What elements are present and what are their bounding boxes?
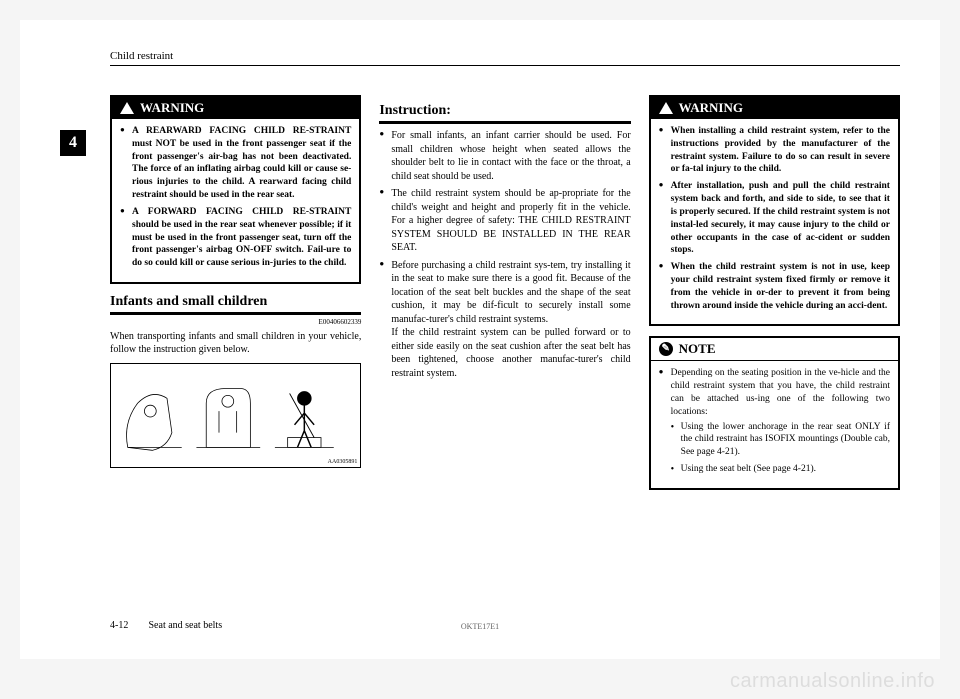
warning-label: WARNING (140, 100, 204, 116)
warning-triangle-icon (659, 102, 673, 114)
warning-box-2: WARNING When installing a child restrain… (649, 95, 900, 326)
column-2: Instruction: For small infants, an infan… (379, 95, 630, 500)
section-title: Infants and small children (110, 294, 361, 314)
chapter-tab: 4 (60, 130, 86, 156)
illustration-child-seats: AA0305891 (110, 363, 361, 468)
note-pencil-icon: ✎ (659, 342, 673, 356)
note-header: ✎ NOTE (651, 338, 898, 361)
warning-triangle-icon (120, 102, 134, 114)
instruction-title: Instruction: (379, 103, 630, 123)
warning-body: A REARWARD FACING CHILD RE-STRAINT must … (112, 119, 359, 282)
content-columns: WARNING A REARWARD FACING CHILD RE-STRAI… (110, 95, 900, 500)
note-body: Depending on the seating position in the… (651, 361, 898, 488)
note-sub-item: Using the seat belt (See page 4-21). (671, 463, 890, 476)
column-3: WARNING When installing a child restrain… (649, 95, 900, 500)
note-box: ✎ NOTE Depending on the seating position… (649, 336, 900, 490)
page-number: 4-12 (110, 620, 146, 631)
child-seat-svg (111, 364, 360, 467)
warning-body: When installing a child restraint system… (651, 119, 898, 324)
section-name: Seat and seat belts (149, 620, 223, 631)
note-intro: Depending on the seating position in the… (671, 368, 890, 416)
warning-header: WARNING (651, 97, 898, 119)
note-item: Depending on the seating position in the… (659, 367, 890, 476)
warning-item: When the child restraint system is not i… (659, 261, 890, 312)
warning-item: A FORWARD FACING CHILD RE-STRAINT should… (120, 206, 351, 270)
warning-label: WARNING (679, 100, 743, 116)
warning-item: When installing a child restraint system… (659, 125, 890, 176)
warning-header: WARNING (112, 97, 359, 119)
instruction-item: The child restraint system should be ap-… (379, 187, 630, 255)
column-1: WARNING A REARWARD FACING CHILD RE-STRAI… (110, 95, 361, 500)
note-label: NOTE (679, 341, 716, 357)
warning-item: After installation, push and pull the ch… (659, 180, 890, 257)
manual-page: Child restraint 4 WARNING A REARWARD FAC… (20, 20, 940, 659)
instruction-body: For small infants, an infant carrier sho… (379, 129, 630, 380)
note-sub-item: Using the lower anchorage in the rear se… (671, 421, 890, 459)
section-code: E00406602339 (110, 318, 361, 326)
warning-box-1: WARNING A REARWARD FACING CHILD RE-STRAI… (110, 95, 361, 284)
section-body: When transporting infants and small chil… (110, 330, 361, 357)
illustration-code: AA0305891 (328, 459, 358, 465)
instruction-item: Before purchasing a child restraint sys-… (379, 259, 630, 381)
watermark: carmanualsonline.info (730, 670, 935, 693)
warning-item: A REARWARD FACING CHILD RE-STRAINT must … (120, 125, 351, 202)
footer-left: 4-12 Seat and seat belts (110, 620, 222, 631)
instruction-item: For small infants, an infant carrier sho… (379, 129, 630, 183)
page-header: Child restraint (110, 50, 900, 66)
doc-code: OKTE17E1 (461, 622, 499, 631)
